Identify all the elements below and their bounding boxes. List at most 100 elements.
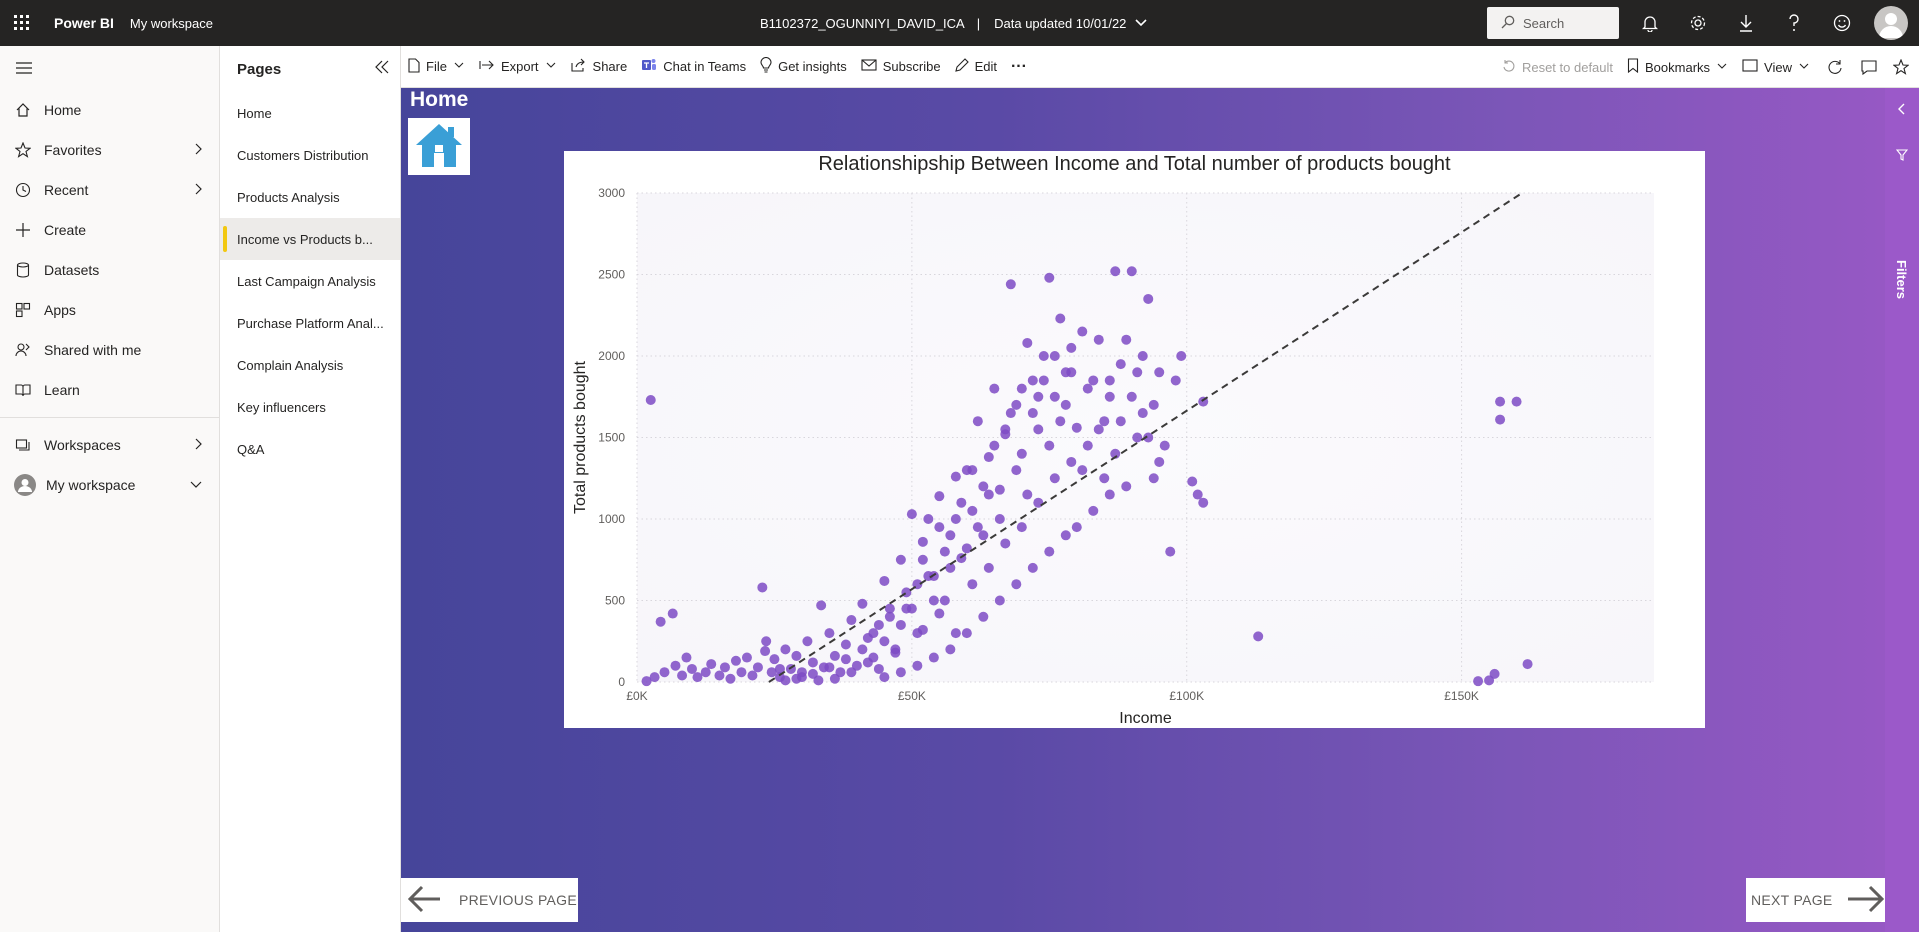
previous-page-button[interactable]: PREVIOUS PAGE [401,878,578,922]
scatter-point[interactable] [1511,396,1522,407]
scatter-point[interactable] [1143,432,1154,443]
scatter-point[interactable] [1044,272,1055,283]
scatter-point[interactable] [1143,293,1154,304]
scatter-point[interactable] [983,452,994,463]
reset-to-default-button[interactable]: Reset to default [1495,46,1620,88]
get-insights-button[interactable]: Get insights [753,46,854,88]
scatter-point[interactable] [1082,383,1093,394]
scatter-point[interactable] [1187,476,1198,487]
scatter-point[interactable] [752,662,763,673]
scatter-point[interactable] [766,667,777,678]
scatter-point[interactable] [1137,408,1148,419]
feedback-smiley-icon[interactable] [1818,0,1866,46]
chevron-right-icon[interactable] [193,142,203,159]
scatter-point[interactable] [1005,408,1016,419]
scatter-point[interactable] [1049,351,1060,361]
scatter-point[interactable] [1489,668,1500,679]
scatter-point[interactable] [961,628,972,639]
page-tab-key-influencers[interactable]: Key influencers [237,399,326,415]
scatter-point[interactable] [692,672,703,683]
scatter-point[interactable] [1165,546,1176,557]
scatter-point[interactable] [1060,530,1071,541]
bookmarks-button[interactable]: Bookmarks [1620,46,1735,88]
page-tab-qna[interactable]: Q&A [237,441,265,457]
search-input[interactable]: Search [1487,7,1619,39]
nav-item-recent[interactable]: Recent [0,170,219,210]
scatter-point[interactable] [780,644,791,655]
scatter-point[interactable] [879,636,890,647]
chevron-down-icon[interactable] [1134,15,1148,32]
scatter-point[interactable] [1027,375,1038,386]
scatter-point[interactable] [923,571,934,582]
scatter-point[interactable] [1154,367,1165,378]
scatter-point[interactable] [857,598,868,609]
scatter-point[interactable] [791,673,802,684]
scatter-point[interactable] [989,440,1000,451]
scatter-point[interactable] [645,395,656,406]
scatter-point[interactable] [725,673,736,684]
scatter-point[interactable] [802,636,813,647]
scatter-point[interactable] [934,608,945,619]
scatter-point[interactable] [1104,375,1115,386]
scatter-point[interactable] [1121,334,1132,345]
scatter-point[interactable] [1170,375,1181,386]
report-title-area[interactable]: B1102372_OGUNNIYI_DAVID_ICA | Data updat… [760,0,1148,46]
scatter-point[interactable] [1253,631,1264,642]
chevron-right-icon[interactable] [193,437,203,454]
scatter-point[interactable] [1495,396,1506,407]
scatter-point[interactable] [681,652,692,663]
scatter-point[interactable] [641,676,652,687]
scatter-point[interactable] [884,603,895,614]
scatter-point[interactable] [1115,416,1126,427]
scatter-point[interactable] [890,647,901,658]
scatter-point[interactable] [1484,675,1495,686]
chevron-right-icon[interactable] [193,182,203,199]
scatter-point[interactable] [1033,424,1044,435]
scatter-point[interactable] [972,416,983,427]
scatter-point[interactable] [1016,448,1027,459]
scatter-point[interactable] [879,672,890,683]
scatter-point[interactable] [747,670,758,681]
scatter-point[interactable] [895,667,906,678]
scatter-point[interactable] [923,514,934,524]
scatter-point[interactable] [983,562,994,573]
scatter-point[interactable] [1104,489,1115,500]
scatter-point[interactable] [950,471,961,482]
chat-in-teams-button[interactable]: Chat in Teams [634,46,753,88]
scatter-point[interactable] [655,616,666,627]
scatter-point[interactable] [1148,399,1159,410]
scatter-point[interactable] [677,670,688,681]
scatter-point[interactable] [1016,522,1027,533]
scatter-point[interactable] [1038,351,1049,361]
scatter-point[interactable] [934,491,945,502]
scatter-point[interactable] [1071,522,1082,533]
scatter-point[interactable] [1088,505,1099,516]
next-page-button[interactable]: NEXT PAGE [1746,878,1885,922]
settings-gear-icon[interactable] [1674,0,1722,46]
scatter-point[interactable] [1033,391,1044,402]
scatter-point[interactable] [741,652,752,663]
nav-item-workspaces[interactable]: Workspaces [0,425,219,465]
help-icon[interactable] [1770,0,1818,46]
scatter-point[interactable] [1027,408,1038,419]
scatter-point[interactable] [994,514,1005,524]
scatter-point[interactable] [978,481,989,492]
scatter-point[interactable] [816,600,827,611]
scatter-point[interactable] [917,536,928,547]
scatter-point[interactable] [906,509,917,520]
scatter-point[interactable] [989,383,1000,394]
scatter-point[interactable] [1005,279,1016,290]
scatter-point[interactable] [1126,266,1137,277]
scatter-point[interactable] [1104,391,1115,402]
notifications-bell-icon[interactable] [1626,0,1674,46]
scatter-point[interactable] [862,657,873,668]
scatter-point[interactable] [994,484,1005,495]
nav-item-home[interactable]: Home [0,90,219,130]
scatter-point[interactable] [1000,424,1011,435]
filters-pane-toggle[interactable]: Filters [1885,88,1919,932]
scatter-point[interactable] [1198,497,1209,508]
scatter-point[interactable] [917,624,928,635]
scatter-point[interactable] [670,660,681,671]
scatter-point[interactable] [1016,383,1027,394]
nav-item-my-workspace[interactable]: My workspace [0,465,219,505]
